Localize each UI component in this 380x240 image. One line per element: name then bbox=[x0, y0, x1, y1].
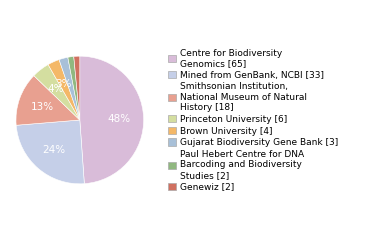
Text: 24%: 24% bbox=[43, 145, 66, 155]
Wedge shape bbox=[74, 56, 80, 120]
Wedge shape bbox=[68, 56, 80, 120]
Text: 13%: 13% bbox=[31, 102, 54, 112]
Wedge shape bbox=[48, 60, 80, 120]
Wedge shape bbox=[34, 65, 80, 120]
Wedge shape bbox=[16, 120, 84, 184]
Text: 3%: 3% bbox=[55, 79, 72, 89]
Text: 48%: 48% bbox=[108, 114, 131, 124]
Text: 4%: 4% bbox=[47, 84, 64, 94]
Legend: Centre for Biodiversity
Genomics [65], Mined from GenBank, NCBI [33], Smithsonia: Centre for Biodiversity Genomics [65], M… bbox=[168, 48, 338, 192]
Wedge shape bbox=[16, 76, 80, 125]
Wedge shape bbox=[80, 56, 144, 184]
Wedge shape bbox=[59, 57, 80, 120]
